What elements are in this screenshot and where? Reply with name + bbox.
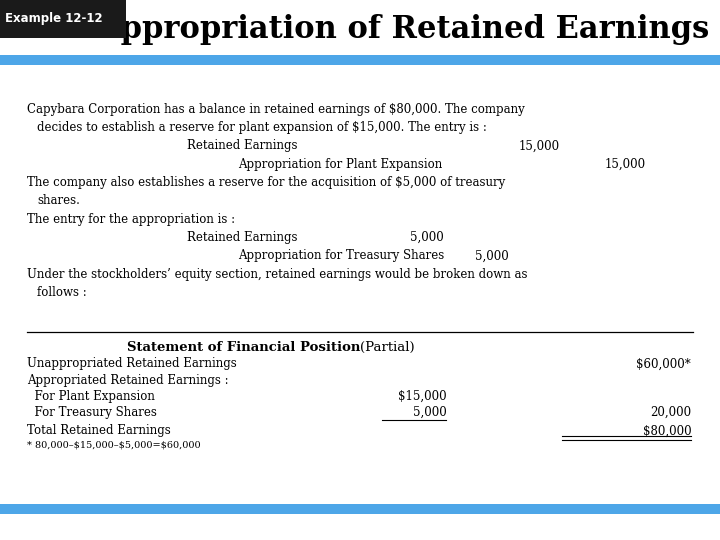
Text: 20,000: 20,000 (650, 406, 691, 419)
Text: 5,000: 5,000 (413, 406, 446, 419)
Text: Appropriation of Retained Earnings: Appropriation of Retained Earnings (97, 14, 709, 45)
Text: For Treasury Shares: For Treasury Shares (27, 406, 157, 419)
Text: Total Retained Earnings: Total Retained Earnings (27, 424, 171, 437)
Text: $60,000*: $60,000* (636, 357, 691, 370)
Text: The company also establishes a reserve for the acquisition of $5,000 of treasury: The company also establishes a reserve f… (27, 176, 505, 189)
Text: 5,000: 5,000 (410, 231, 444, 244)
Text: Under the stockholders’ equity section, retained earnings would be broken down a: Under the stockholders’ equity section, … (27, 268, 528, 281)
Bar (0, 55, 720, 65)
Text: Unappropriated Retained Earnings: Unappropriated Retained Earnings (27, 357, 237, 370)
Text: Retained Earnings: Retained Earnings (187, 139, 297, 152)
Text: 5,000: 5,000 (475, 249, 509, 262)
Text: For Plant Expansion: For Plant Expansion (27, 390, 156, 403)
Text: The entry for the appropriation is :: The entry for the appropriation is : (27, 213, 235, 226)
Text: (Partial): (Partial) (360, 341, 415, 354)
Text: 15,000: 15,000 (605, 158, 646, 171)
Text: Statement of Financial Position: Statement of Financial Position (127, 341, 360, 354)
Text: Capybara Corporation has a balance in retained earnings of $80,000. The company: Capybara Corporation has a balance in re… (27, 103, 525, 116)
Text: Appropriation for Plant Expansion: Appropriation for Plant Expansion (238, 158, 442, 171)
Text: 15,000: 15,000 (518, 139, 559, 152)
Text: $80,000: $80,000 (642, 424, 691, 437)
Text: Retained Earnings: Retained Earnings (187, 231, 297, 244)
Text: * 80,000–$15,000–$5,000=$60,000: * 80,000–$15,000–$5,000=$60,000 (27, 441, 201, 450)
Text: follows :: follows : (37, 286, 87, 299)
Text: $15,000: $15,000 (397, 390, 446, 403)
Text: decides to establish a reserve for plant expansion of $15,000. The entry is :: decides to establish a reserve for plant… (37, 121, 487, 134)
Text: shares.: shares. (37, 194, 81, 207)
Text: Appropriation for Treasury Shares: Appropriation for Treasury Shares (238, 249, 444, 262)
Text: Example 12-12: Example 12-12 (5, 12, 103, 25)
Bar (0, 504, 720, 514)
Bar (0, 0, 126, 38)
Text: Appropriated Retained Earnings :: Appropriated Retained Earnings : (27, 374, 229, 387)
